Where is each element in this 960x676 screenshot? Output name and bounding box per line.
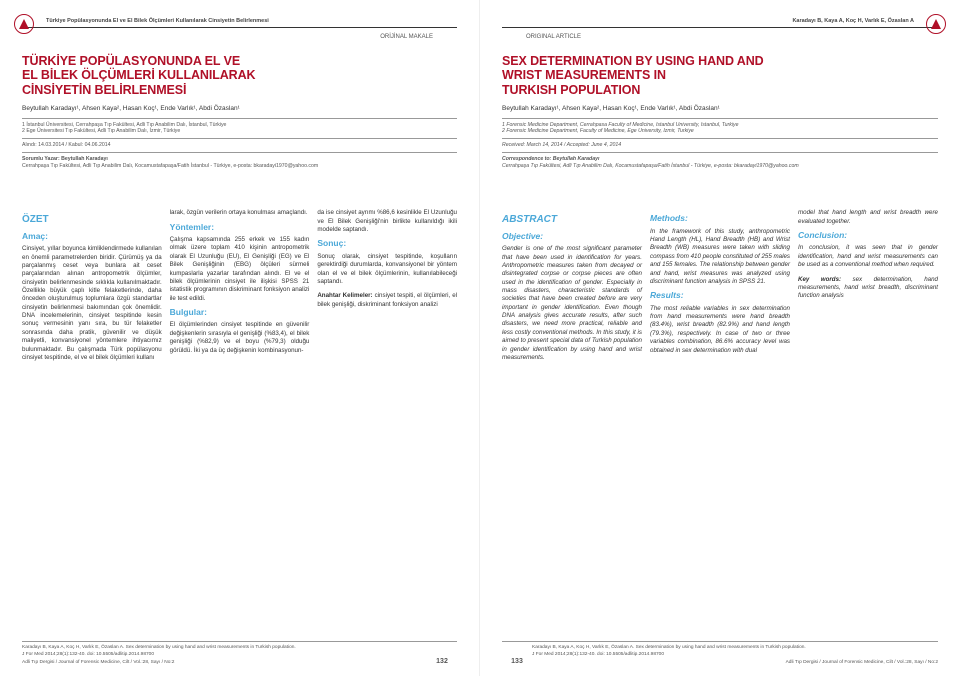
correspondence-text: Cerrahpaşa Tıp Fakültesi, Adli Tıp Anabi… — [502, 163, 799, 169]
correspondence-block: Correspondence to: Beytullah Karadayı Ce… — [502, 156, 938, 170]
page-number: 132 — [427, 657, 457, 666]
dates-received-accepted: Alındı: 14.03.2014 / Kabul: 04.06.2014 — [22, 142, 457, 153]
amac-body: Cinsiyet, yıllar boyunca kimliklendirmed… — [22, 245, 162, 362]
keywords-block: Key words: sex determination, hand measu… — [798, 276, 938, 301]
authors-list: Beytullah Karadayı¹, Ahsen Kaya², Hasan … — [502, 105, 938, 113]
authors-list: Beytullah Karadayı¹, Ahsen Kaya², Hasan … — [22, 105, 457, 113]
page-footer: Karadayı B, Kaya A, Koç H, Varlık E, Öza… — [22, 641, 457, 666]
objective-heading: Objective: — [502, 231, 642, 242]
keywords-label: Key words: — [798, 276, 841, 283]
title-line: SEX DETERMINATION BY USING HAND AND — [502, 54, 764, 68]
title-line: EL BİLEK ÖLÇÜMLERİ KULLANILARAK — [22, 68, 255, 82]
header-bar: Karadayı B, Kaya A, Koç H, Varlık E, Öza… — [502, 18, 938, 28]
abstract-section: ABSTRACT Objective: Gender is one of the… — [502, 209, 938, 666]
affiliations: 1 Forensic Medicine Department, Cerrahpa… — [502, 118, 938, 140]
page-number: 133 — [502, 657, 532, 666]
article-title: SEX DETERMINATION BY USING HAND AND WRIS… — [502, 54, 938, 97]
journal-volume-info: Adli Tıp Dergisi / Journal of Forensic M… — [22, 660, 427, 666]
citation-line: J For Med 2014;28(1):132-40. doi: 10.550… — [22, 652, 427, 658]
sonuc-body: Sonuç olarak, cinsiyet tespitinde, koşul… — [317, 253, 457, 286]
results-body: The most reliable variables in sex deter… — [650, 305, 790, 355]
page-right: Karadayı B, Kaya A, Koç H, Varlık E, Öza… — [480, 0, 960, 676]
journal-logo-icon — [14, 14, 34, 34]
abstract-section: ÖZET Amaç: Cinsiyet, yıllar boyunca kiml… — [22, 209, 457, 666]
title-line: TURKISH POPULATION — [502, 83, 640, 97]
correspondence-label: Correspondence to: Beytullah Karadayı — [502, 156, 599, 162]
abstract-heading: ABSTRACT — [502, 213, 642, 227]
bulgular-continuation: da ise cinsiyet ayrımı %86,6 kesinlikle … — [317, 209, 457, 234]
sonuc-heading: Sonuç: — [317, 238, 457, 249]
dates-received-accepted: Received: March 14, 2014 / Accepted: Jun… — [502, 142, 938, 153]
affiliations: 1 İstanbul Üniversitesi, Cerrahpaşa Tıp … — [22, 118, 457, 140]
keywords-label: Anahtar Kelimeler: — [317, 292, 372, 299]
yontemler-heading: Yöntemler: — [170, 222, 310, 233]
article-type-label: ORİJİNAL MAKALE — [22, 34, 457, 42]
amac-heading: Amaç: — [22, 231, 162, 242]
amac-continuation: larak, özgün verilerin ortaya konulması … — [170, 209, 310, 217]
yontemler-body: Çalışma kapsamında 255 erkek ve 155 kadı… — [170, 236, 310, 303]
abstract-column-1: ABSTRACT Objective: Gender is one of the… — [502, 209, 642, 666]
keywords-block: Anahtar Kelimeler: cinsiyet tespiti, el … — [317, 292, 457, 309]
correspondence-text: Cerrahpaşa Tıp Fakültesi, Adli Tıp Anabi… — [22, 163, 318, 169]
article-type-label: ORIGINAL ARTICLE — [502, 34, 938, 42]
objective-body: Gender is one of the most significant pa… — [502, 245, 642, 362]
ozet-heading: ÖZET — [22, 213, 162, 227]
running-authors: Karadayı B, Kaya A, Koç H, Varlık E, Öza… — [720, 18, 914, 25]
footer-citation: Karadayı B, Kaya A, Koç H, Varlık E, Öza… — [532, 645, 938, 666]
title-line: TÜRKİYE POPÜLASYONUNDA EL VE — [22, 54, 240, 68]
bulgular-body: El ölçümlerinden cinsiyet tespitinde en … — [170, 321, 310, 354]
title-line: CİNSİYETİN BELİRLENMESİ — [22, 83, 186, 97]
affiliation-line: 2 Ege Üniversitesi Tıp Fakültesi, Adli T… — [22, 128, 457, 135]
header-bar: Türkiye Popülasyonunda El ve El Bilek Öl… — [22, 18, 457, 28]
article-title: TÜRKİYE POPÜLASYONUNDA EL VE EL BİLEK ÖL… — [22, 54, 457, 97]
methods-heading: Methods: — [650, 213, 790, 224]
correspondence-block: Sorumlu Yazar: Beytullah Karadayı Cerrah… — [22, 156, 457, 170]
affiliation-line: 1 Forensic Medicine Department, Cerrahpa… — [502, 122, 938, 129]
abstract-column-2: Methods: In the framework of this study,… — [650, 209, 790, 666]
abstract-column-3: model that hand length and wrist breadth… — [798, 209, 938, 666]
abstract-column-1: ÖZET Amaç: Cinsiyet, yıllar boyunca kiml… — [22, 209, 162, 666]
correspondence-label: Sorumlu Yazar: Beytullah Karadayı — [22, 156, 108, 162]
methods-body: In the framework of this study, anthropo… — [650, 228, 790, 287]
results-continuation: model that hand length and wrist breadth… — [798, 209, 938, 226]
abstract-column-2: larak, özgün verilerin ortaya konulması … — [170, 209, 310, 666]
footer-citation: Karadayı B, Kaya A, Koç H, Varlık E, Öza… — [22, 645, 427, 666]
page-footer: Karadayı B, Kaya A, Koç H, Varlık E, Öza… — [502, 641, 938, 666]
running-title: Türkiye Popülasyonunda El ve El Bilek Öl… — [46, 18, 433, 25]
citation-line: J For Med 2014;28(1):132-40. doi: 10.550… — [532, 652, 938, 658]
journal-volume-info: Adli Tıp Dergisi / Journal of Forensic M… — [532, 660, 938, 666]
page-left: Türkiye Popülasyonunda El ve El Bilek Öl… — [0, 0, 480, 676]
abstract-column-3: da ise cinsiyet ayrımı %86,6 kesinlikle … — [317, 209, 457, 666]
journal-logo-icon — [926, 14, 946, 34]
bulgular-heading: Bulgular: — [170, 307, 310, 318]
title-line: WRIST MEASUREMENTS IN — [502, 68, 666, 82]
conclusion-heading: Conclusion: — [798, 230, 938, 241]
conclusion-body: In conclusion, it was seen that in gende… — [798, 244, 938, 269]
results-heading: Results: — [650, 290, 790, 301]
affiliation-line: 2 Forensic Medicine Department, Faculty … — [502, 128, 938, 135]
